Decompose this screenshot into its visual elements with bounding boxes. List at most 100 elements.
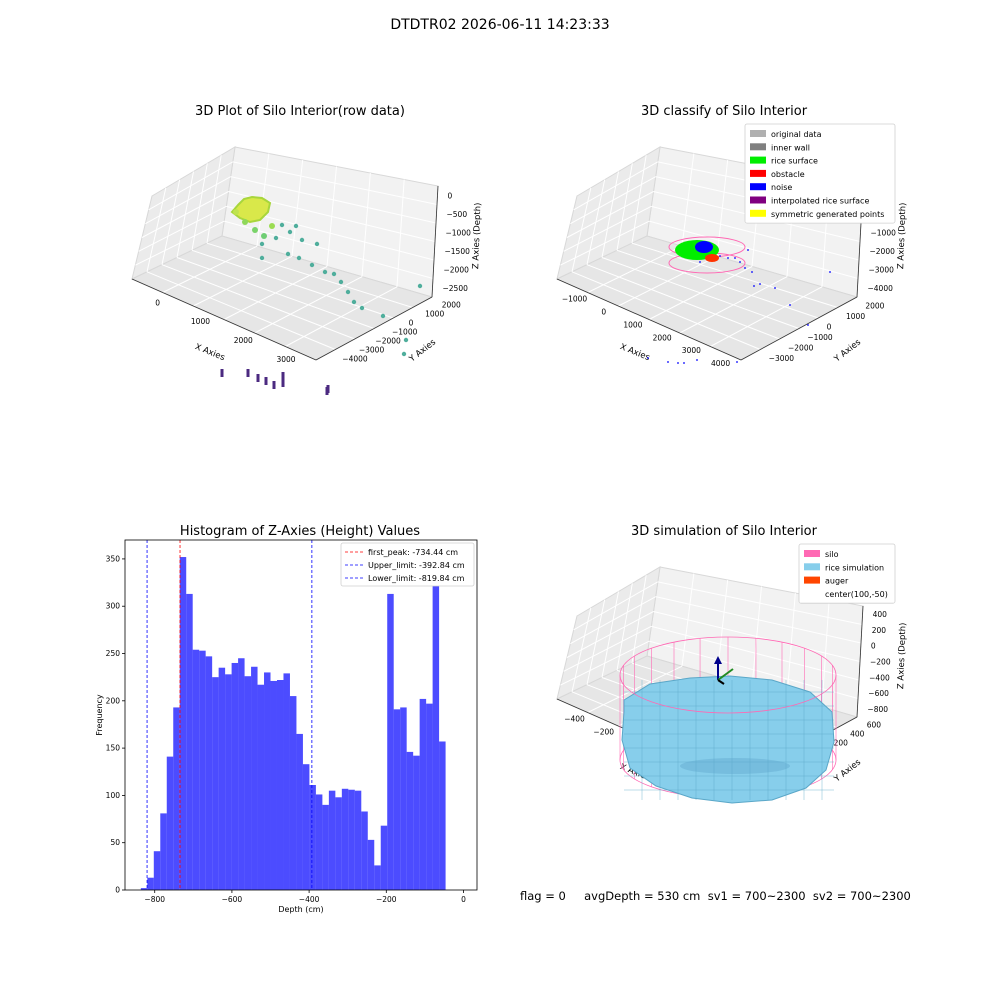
classify-y-tick-label: −3000: [769, 354, 795, 363]
raw-y-tick-label: −3000: [359, 346, 385, 355]
raw-point: [220, 369, 224, 377]
histogram-bar: [257, 684, 265, 890]
raw-point: [331, 271, 337, 277]
classify-noise-point: [829, 271, 831, 273]
simulation-legend-label: rice simulation: [825, 563, 884, 572]
simulation-grid-line: [649, 640, 859, 699]
classify-noise-point: [647, 357, 649, 359]
histogram-y-tick-label: 250: [106, 649, 121, 658]
raw-y-tick-label: −2000: [375, 337, 401, 346]
raw-y-axis-label: Y Axies: [407, 337, 439, 365]
raw-point: [264, 377, 268, 385]
classify-noise-point: [747, 249, 749, 251]
simulation-z-tick-label: 200: [872, 626, 887, 635]
classify-z-axis-label: Z Axies (Depth): [896, 202, 908, 269]
raw-point: [309, 262, 315, 268]
histogram-bar: [367, 839, 375, 890]
classify-x-axis-label: X Axies: [618, 342, 651, 363]
classify-noise-point: [739, 261, 741, 263]
raw-z-tick-label: 0: [448, 191, 453, 200]
classify-y-tick-label: −2000: [788, 343, 814, 352]
histogram-x-tick-label: 0: [461, 895, 466, 904]
histogram-x-axis-label: Depth (cm): [278, 905, 323, 914]
status-footer: flag = 0 avgDepth = 530 cm sv1 = 700~230…: [520, 889, 911, 903]
classify-y-tick-label: −1000: [807, 333, 833, 342]
raw-z-axis-line: [431, 185, 439, 298]
raw-point: [359, 305, 365, 311]
classify-z-tick-label: −2000: [870, 247, 896, 256]
simulation-y-tick-label: 200: [834, 739, 849, 748]
raw-x-tick-label: 1000: [191, 317, 210, 326]
classify-obstacle: [705, 254, 719, 262]
raw-point: [322, 269, 328, 275]
raw-point: [325, 387, 329, 395]
histogram-bar: [328, 790, 336, 890]
raw-point: [272, 381, 276, 389]
histogram-bar: [264, 672, 271, 890]
histogram-bar: [251, 666, 258, 890]
raw-point: [246, 369, 250, 377]
histogram-bar: [231, 662, 239, 890]
figure-title: DTDTR02 2026-06-11 14:23:33: [390, 17, 610, 33]
histogram-y-tick-label: 150: [106, 744, 121, 753]
histogram-bar: [173, 707, 180, 890]
classify-noise-point: [683, 362, 685, 364]
raw-y-tick-label: 1000: [425, 310, 444, 319]
histogram-bar: [270, 680, 277, 890]
classify-noise-point: [774, 287, 776, 289]
histogram-bar: [361, 811, 368, 890]
classify-noise-point: [736, 361, 738, 363]
histogram-bar: [426, 703, 433, 890]
histogram-bar: [387, 593, 394, 890]
raw-grid-line: [224, 220, 434, 279]
classify-grid-line: [649, 220, 859, 279]
classify-y-axis-label: Y Axies: [832, 337, 864, 365]
simulation-legend-swatch: [804, 550, 820, 557]
raw-x-axis-label: X Axies: [193, 342, 226, 363]
histogram-bar: [309, 785, 316, 890]
raw-y-tick-label: 0: [409, 319, 414, 328]
simulation-center-z-head: [714, 656, 722, 664]
raw-x-tick-label: 2000: [234, 336, 253, 345]
classify-noise-cluster: [695, 241, 713, 253]
classify-panel-title: 3D classify of Silo Interior: [640, 104, 808, 119]
raw-y-tick-label: 2000: [442, 301, 461, 310]
classify-noise-point: [734, 257, 736, 259]
histogram-y-tick-label: 300: [106, 602, 121, 611]
histogram-y-tick-label: 350: [106, 554, 121, 563]
histogram-bar: [238, 658, 245, 890]
raw-point: [233, 209, 239, 215]
classify-z-tick-label: −1000: [871, 228, 897, 237]
simulation-silo-top-ring: [619, 636, 837, 714]
histogram-x-tick-label: −400: [299, 895, 320, 904]
histogram-y-axis-label: Frequency: [95, 694, 104, 736]
classify-x-tick-label: 2000: [653, 333, 672, 342]
raw-point: [281, 372, 285, 380]
histogram-x-tick-label: −800: [144, 895, 165, 904]
raw-grid-line: [135, 220, 225, 266]
histogram-bar: [296, 733, 303, 890]
histogram-y-tick-label: 0: [115, 886, 120, 895]
classify-legend-swatch: [750, 143, 766, 151]
raw-point: [252, 227, 258, 233]
simulation-legend-label: center(100,-50): [825, 590, 888, 599]
histogram-bar: [212, 677, 219, 890]
histogram-bar: [153, 851, 161, 890]
classify-x-tick-label: −1000: [562, 295, 588, 304]
classify-grid-line: [560, 220, 650, 266]
raw-z-tick-label: −500: [447, 210, 468, 219]
raw-grid-line: [285, 286, 398, 347]
histogram-bar: [199, 650, 206, 890]
histogram-bar: [283, 673, 290, 890]
classify-noise-point: [696, 359, 698, 361]
classify-noise-point: [667, 361, 669, 363]
raw-z-tick-label: −1000: [446, 228, 472, 237]
raw-point: [345, 289, 351, 295]
classify-noise-point: [789, 304, 791, 306]
raw-surface-blob: [230, 195, 272, 224]
simulation-z-axis-line: [856, 605, 864, 718]
raw-point: [285, 251, 291, 257]
histogram-legend-label: Upper_limit: -392.84 cm: [368, 561, 465, 570]
raw-point: [259, 241, 265, 247]
simulation-z-tick-label: −600: [868, 689, 889, 698]
